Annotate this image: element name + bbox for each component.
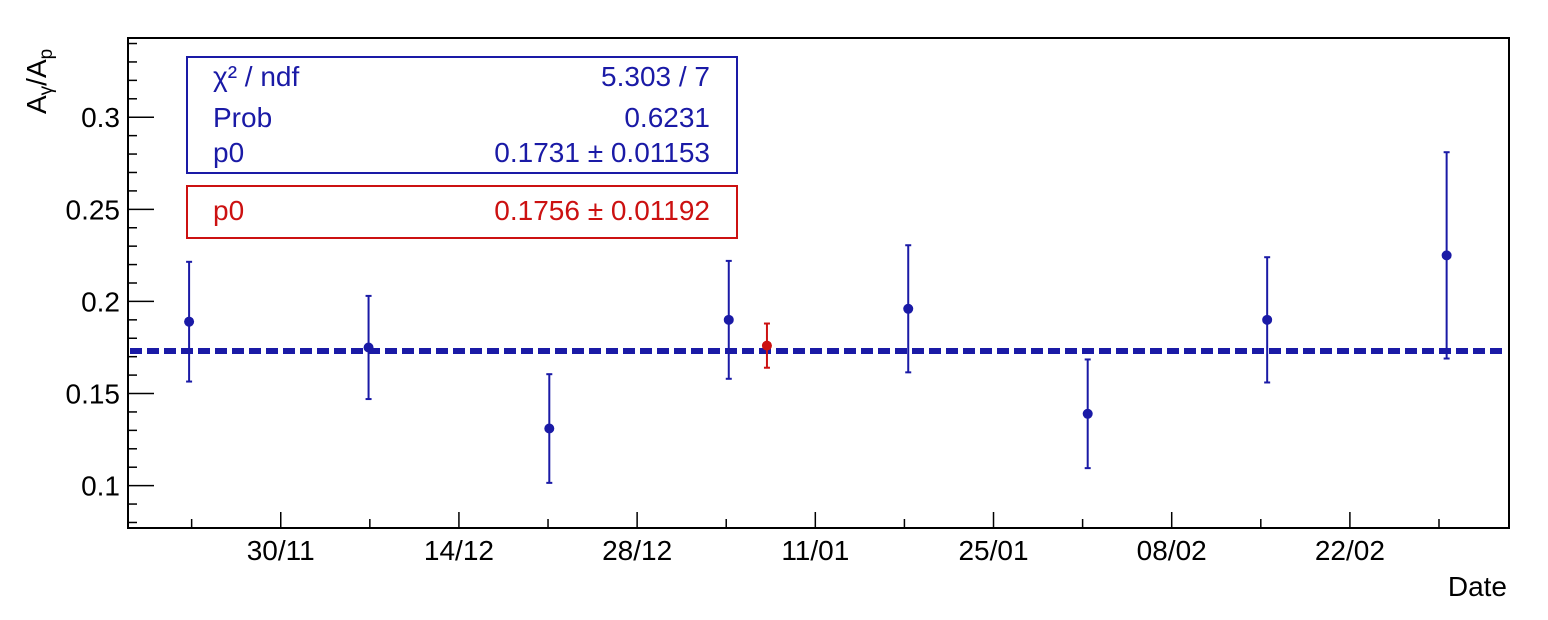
stat-value-prob: 0.6231: [624, 102, 710, 133]
y-label-sub1: γ: [36, 85, 57, 95]
x-axis: 30/11 14/12 28/12 11/01 25/01 08/02 22/02: [190, 512, 1440, 566]
y-axis: 0.1 0.15 0.2 0.25 0.3: [66, 42, 154, 524]
x-tick-label: 14/12: [424, 535, 494, 566]
data-point: [184, 316, 195, 327]
y-tick-label: 0.25: [66, 194, 121, 225]
y-label-mid: /A: [21, 59, 52, 86]
stat-name-p0: p0: [213, 137, 244, 168]
data-points: [184, 151, 1452, 484]
y-tick-label: 0.15: [66, 379, 121, 410]
red-fit-box: p0 0.1756 ± 0.01192: [186, 185, 738, 239]
stat-value-p0: 0.1731 ± 0.01153: [494, 137, 710, 168]
stat-name-prob: Prob: [213, 102, 272, 133]
y-label-base: A: [21, 95, 52, 114]
red-stat-value-p0: 0.1756 ± 0.01192: [494, 195, 710, 226]
fit-stats-box: χ² / ndf 5.303 / 7 Prob 0.6231 p0 0.1731…: [186, 56, 738, 174]
y-tick-label: 0.2: [81, 286, 120, 317]
x-tick-label: 30/11: [247, 535, 315, 566]
x-tick-label: 11/01: [781, 535, 849, 566]
data-point: [1441, 250, 1452, 261]
data-point: [1082, 408, 1093, 419]
y-axis-label: Aγ/Ap: [21, 49, 57, 114]
x-tick-label: 25/01: [958, 535, 1028, 566]
data-point: [723, 314, 734, 325]
stat-value-chi2: 5.303 / 7: [601, 61, 710, 92]
y-label-sub2: p: [36, 49, 57, 60]
data-point: [544, 423, 555, 434]
x-axis-label: Date: [1448, 571, 1507, 602]
data-point: [903, 303, 914, 314]
data-point: [363, 342, 374, 353]
stat-name-chi2: χ² / ndf: [213, 61, 300, 92]
y-tick-label: 0.1: [81, 471, 120, 502]
red-stat-name-p0: p0: [213, 195, 244, 226]
x-tick-label: 28/12: [602, 535, 672, 566]
y-tick-label: 0.3: [81, 102, 120, 133]
x-tick-label: 08/02: [1137, 535, 1207, 566]
red-data-point: [761, 340, 772, 351]
data-point: [1262, 314, 1273, 325]
x-tick-label: 22/02: [1315, 535, 1385, 566]
